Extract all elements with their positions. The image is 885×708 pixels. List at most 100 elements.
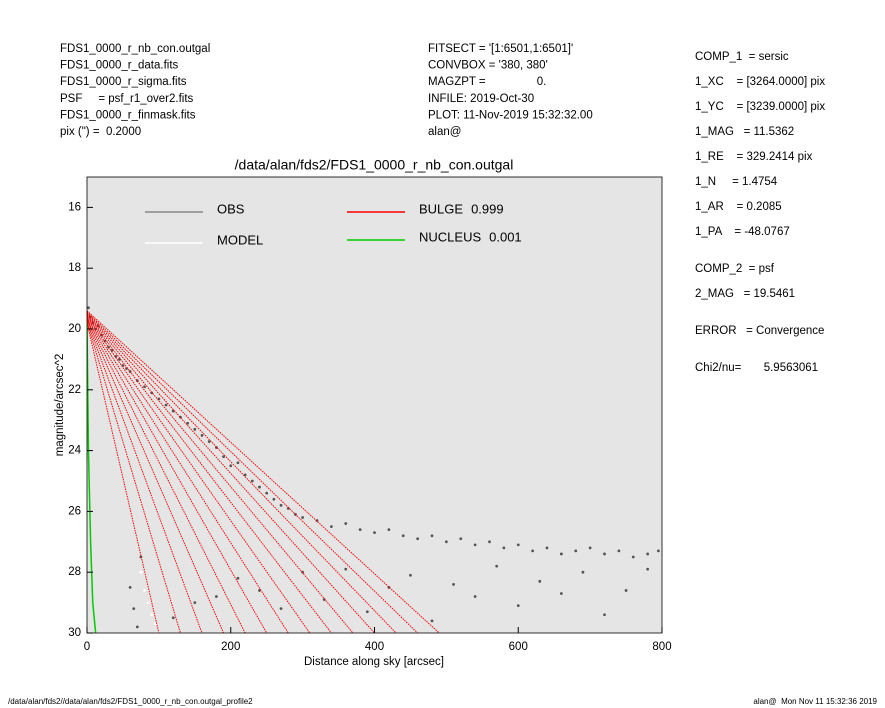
header-middle-line: PLOT: 11-Nov-2019 15:32:32.00 — [428, 109, 593, 121]
header-left-line: FDS1_0000_r_data.fits — [60, 60, 179, 72]
data-point — [617, 549, 621, 553]
x-tick-label: 600 — [509, 641, 528, 653]
param-line: 1_XC = [3264.0000] pix — [695, 76, 825, 88]
data-point — [473, 595, 477, 598]
data-point — [574, 549, 578, 553]
x-tick-label: 400 — [365, 641, 384, 653]
profile-line — [87, 314, 354, 633]
data-point — [250, 479, 254, 483]
data-point — [559, 552, 563, 556]
header-middle-line: FITSECT = '[1:6501,1:6501]' — [428, 43, 573, 55]
profile-line — [87, 313, 375, 633]
profile-line — [87, 322, 160, 633]
data-point — [373, 531, 376, 535]
data-point — [132, 607, 136, 611]
header-middle-line: CONVBOX = '380, 380' — [428, 60, 548, 72]
data-point — [559, 592, 563, 595]
legend-fraction: 0.999 — [471, 201, 504, 216]
data-point — [358, 528, 362, 532]
data-point — [646, 552, 650, 556]
data-point — [516, 543, 520, 547]
chart-title: /data/alan/fds2/FDS1_0000_r_nb_con.outga… — [235, 157, 514, 173]
y-tick-label: 24 — [68, 445, 81, 457]
data-point — [416, 537, 420, 541]
data-point — [430, 534, 434, 538]
data-point — [279, 503, 283, 507]
header-left-line: PSF = psf_r1_over2.fits — [60, 93, 194, 105]
profile-line — [87, 315, 332, 633]
data-point — [409, 573, 412, 577]
data-point — [279, 607, 283, 611]
data-point — [502, 546, 506, 550]
param-line: 1_YC = [3239.0000] pix — [695, 101, 825, 113]
data-point — [531, 549, 535, 553]
header-left-line: FDS1_0000_r_finmask.fits — [60, 109, 196, 121]
data-point — [207, 440, 211, 443]
data-point — [146, 601, 150, 604]
y-tick-label: 26 — [68, 505, 81, 517]
data-point — [150, 613, 154, 617]
data-point — [444, 540, 448, 544]
y-tick-label: 18 — [68, 262, 81, 274]
data-point — [365, 610, 369, 614]
profile-line — [87, 316, 311, 633]
param-line: COMP_2 = psf — [695, 263, 775, 275]
data-point — [265, 491, 269, 495]
plot-content — [87, 306, 660, 633]
profile-line — [87, 318, 268, 633]
header-middle-line: MAGZPT = 0. — [428, 76, 546, 88]
data-point — [143, 589, 146, 592]
data-point — [214, 595, 218, 598]
legend-label: MODEL — [217, 232, 263, 247]
data-point — [236, 576, 240, 580]
data-point — [401, 534, 405, 538]
data-point — [473, 543, 477, 547]
legend-label: OBS — [217, 201, 245, 216]
param-line: 1_AR = 0.2085 — [695, 201, 782, 213]
data-point — [301, 516, 305, 519]
y-tick-label: 30 — [68, 627, 81, 639]
y-tick-label: 28 — [68, 566, 81, 578]
data-point — [646, 567, 650, 571]
data-point — [128, 586, 132, 589]
profile-line — [87, 319, 225, 633]
data-point — [222, 455, 225, 459]
data-point — [229, 464, 233, 468]
data-point — [452, 582, 455, 586]
data-point — [171, 409, 175, 413]
data-point — [186, 421, 190, 425]
data-point — [657, 549, 660, 553]
data-point — [538, 579, 542, 583]
data-point — [344, 522, 348, 525]
data-point — [164, 403, 168, 407]
data-point — [344, 567, 348, 571]
data-point — [459, 537, 463, 541]
header-middle-line: alan@ — [428, 126, 461, 138]
data-point — [488, 540, 491, 544]
header-left-line: FDS1_0000_r_sigma.fits — [60, 76, 187, 88]
param-line: Chi2/nu= 5.9563061 — [695, 362, 818, 374]
header-left-line: FDS1_0000_r_nb_con.outgal — [60, 43, 210, 55]
y-tick-label: 20 — [68, 323, 81, 335]
param-line: 1_MAG = 11.5362 — [695, 126, 794, 138]
legend-label: NUCLEUS — [419, 229, 481, 244]
param-line: 2_MAG = 19.5461 — [695, 288, 795, 300]
data-point — [545, 546, 549, 550]
x-tick-label: 800 — [652, 641, 671, 653]
param-line: ERROR = Convergence — [695, 325, 824, 337]
profile-line — [87, 320, 203, 633]
data-point — [236, 461, 240, 465]
y-tick-label: 22 — [68, 384, 81, 396]
data-point — [87, 306, 90, 310]
data-point — [272, 497, 276, 501]
plot-area — [87, 177, 662, 633]
data-point — [624, 589, 628, 592]
data-point — [603, 613, 606, 617]
x-axis-label: Distance along sky [arcsec] — [304, 656, 444, 668]
data-point — [258, 485, 261, 489]
profile-line — [87, 310, 440, 633]
data-point — [516, 604, 520, 608]
header-left-line: pix (") = 0.2000 — [60, 126, 141, 138]
param-line: COMP_1 = sersic — [695, 51, 789, 63]
